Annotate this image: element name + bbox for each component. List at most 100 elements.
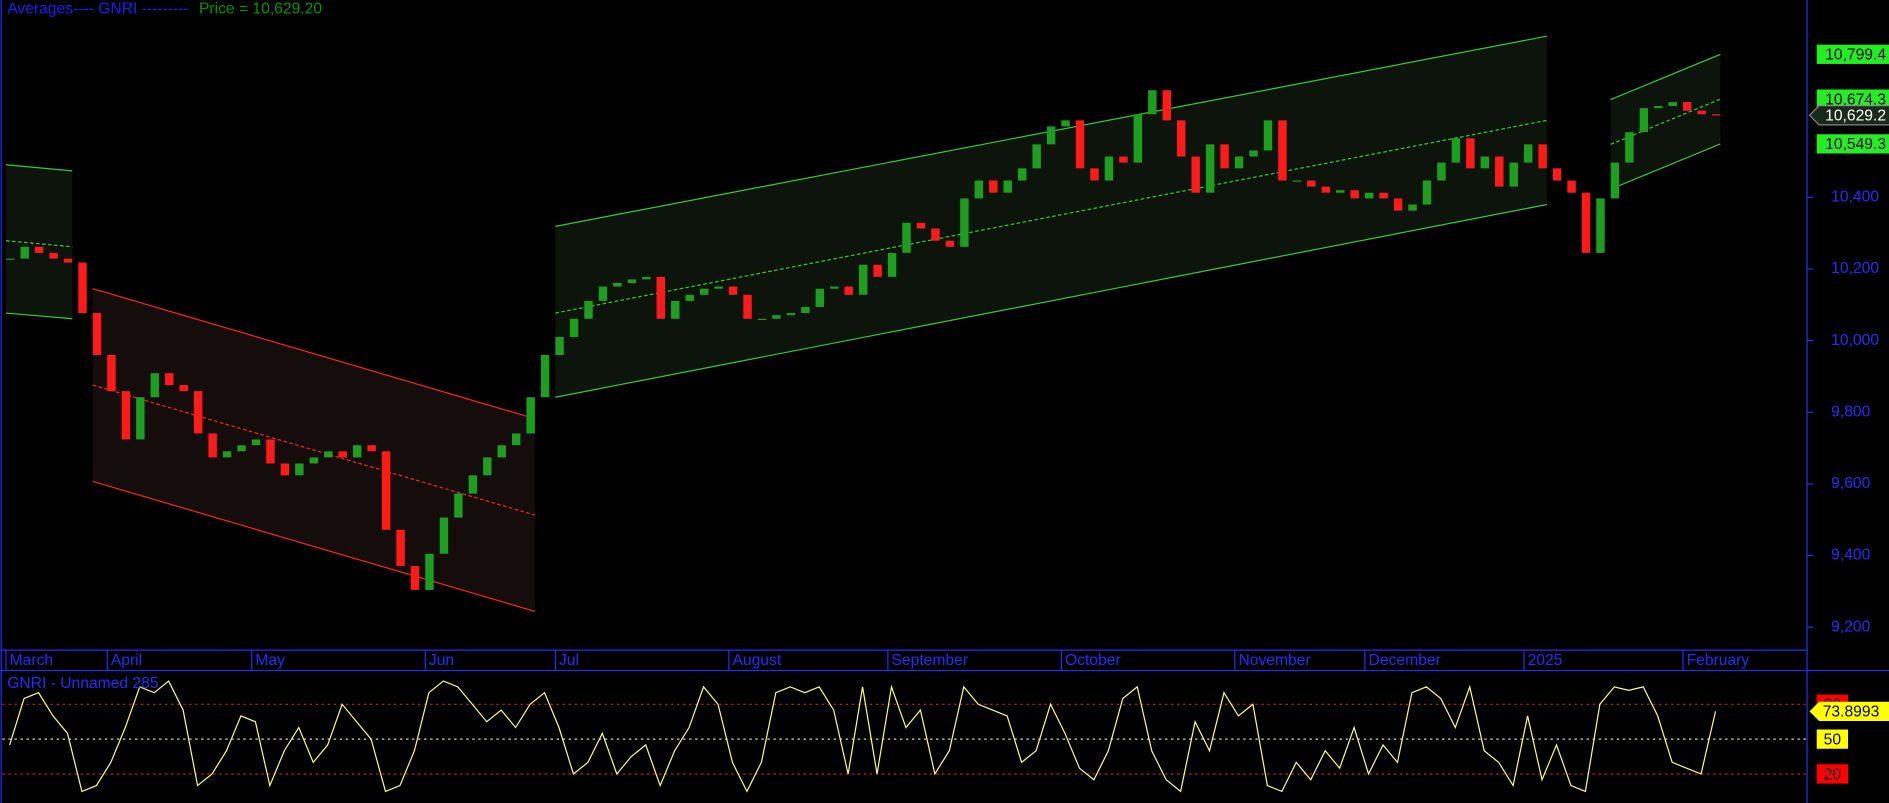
candle xyxy=(887,252,897,277)
candle xyxy=(699,288,709,295)
candle xyxy=(902,222,911,253)
channel-fill xyxy=(6,164,73,319)
candle xyxy=(1523,144,1533,163)
candle xyxy=(222,451,232,458)
candle xyxy=(1292,180,1302,182)
last-price-label: 10,629.2 xyxy=(1825,108,1886,125)
y-tick-label: 10,200 xyxy=(1831,260,1879,277)
candle xyxy=(107,354,116,392)
candle xyxy=(165,373,174,386)
candle xyxy=(540,354,550,398)
y-tick-label: 9,800 xyxy=(1831,403,1870,420)
candle xyxy=(526,397,535,434)
candle xyxy=(78,262,87,314)
chart-title: Averages---- GNRI --------- Price = 10,6… xyxy=(7,1,322,18)
candle xyxy=(1075,120,1085,169)
candle xyxy=(512,433,521,446)
candle xyxy=(1003,180,1012,193)
candle xyxy=(1668,102,1677,107)
candle xyxy=(1177,120,1186,157)
x-tick-label: March xyxy=(10,652,53,669)
channel-lower xyxy=(92,480,536,612)
candle xyxy=(772,315,781,319)
candle xyxy=(1495,156,1504,187)
price-label-box xyxy=(1816,89,1889,109)
candle xyxy=(1654,106,1663,109)
x-tick-label: Jun xyxy=(429,652,454,669)
candle xyxy=(844,286,853,295)
candle xyxy=(309,457,319,464)
candle xyxy=(63,258,73,263)
candle xyxy=(1046,126,1056,145)
candle xyxy=(1408,204,1417,211)
candle xyxy=(555,337,564,355)
candle xyxy=(410,565,420,590)
candle xyxy=(945,240,955,247)
channel-upper xyxy=(5,164,73,172)
candle xyxy=(1711,114,1721,116)
x-tick-label: September xyxy=(891,652,968,669)
candle xyxy=(1552,168,1562,181)
candle xyxy=(1220,144,1229,169)
candle xyxy=(1205,144,1215,193)
candle xyxy=(439,517,449,554)
candle xyxy=(396,529,405,566)
candle xyxy=(468,475,478,494)
candle xyxy=(150,373,160,398)
title-part: Price = 10,629.20 xyxy=(199,1,322,18)
candle xyxy=(1639,108,1649,133)
candle xyxy=(685,294,694,301)
candle xyxy=(627,279,637,283)
last-price-box xyxy=(1808,105,1889,126)
candle xyxy=(613,282,622,287)
candle xyxy=(324,451,333,458)
price-label-box xyxy=(1816,134,1889,154)
y-tick-label: 9,200 xyxy=(1831,618,1870,635)
candle xyxy=(1278,120,1287,181)
candle xyxy=(1422,180,1432,205)
candle xyxy=(1234,156,1244,169)
candle xyxy=(1581,192,1591,253)
candle xyxy=(338,451,347,458)
candle xyxy=(989,180,998,193)
price-label-box xyxy=(1816,44,1889,64)
last-value-box xyxy=(1809,701,1889,722)
candle xyxy=(1567,180,1576,193)
candle xyxy=(1682,102,1692,111)
candle xyxy=(1104,156,1114,181)
candle xyxy=(1307,180,1316,187)
candle xyxy=(1364,192,1374,199)
candle xyxy=(1625,132,1634,163)
candle xyxy=(1162,90,1171,121)
channel-upper xyxy=(1610,53,1721,101)
y-tick-label: 10,000 xyxy=(1831,332,1879,349)
candle xyxy=(598,286,608,301)
candle xyxy=(1191,156,1200,193)
channel-middle xyxy=(92,384,536,516)
level-label-box xyxy=(1816,764,1849,784)
candle xyxy=(1321,186,1331,193)
candle xyxy=(425,553,434,590)
x-tick-label: Jul xyxy=(559,652,579,669)
candle xyxy=(584,300,593,319)
channel-fill xyxy=(1610,54,1721,190)
candle xyxy=(1466,138,1475,169)
title-part: Averages---- GNRI --------- xyxy=(7,1,188,18)
candle xyxy=(786,313,796,316)
candle xyxy=(193,391,203,434)
level-label: 20 xyxy=(1824,766,1842,783)
channel-middle xyxy=(5,240,73,248)
candle xyxy=(34,246,44,253)
channel-upper xyxy=(92,288,536,420)
candle xyxy=(1148,90,1157,115)
candle xyxy=(1393,198,1403,211)
candle xyxy=(1610,162,1620,199)
x-tick-label: February xyxy=(1687,652,1750,669)
level-label-box xyxy=(1816,729,1849,749)
x-tick-label: April xyxy=(111,652,142,669)
level-label: 50 xyxy=(1824,731,1842,748)
candle xyxy=(1437,162,1446,181)
candle xyxy=(728,286,738,295)
candle xyxy=(960,198,969,247)
